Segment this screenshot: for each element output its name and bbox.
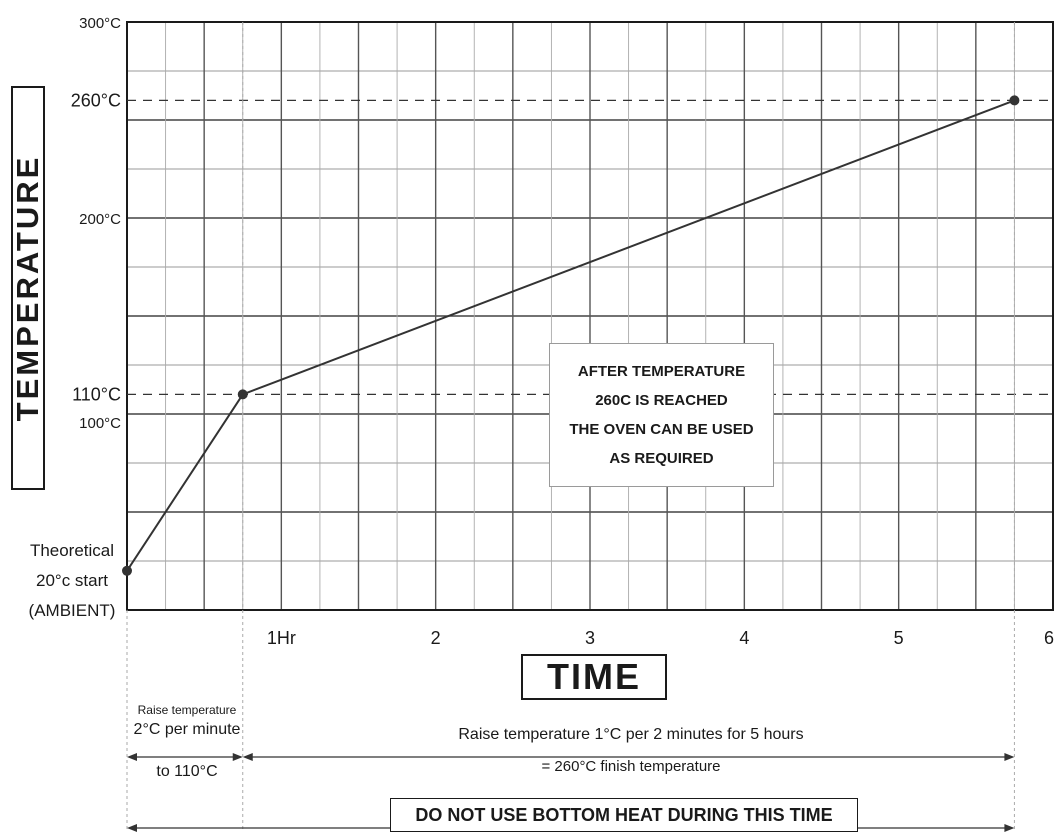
phase2-line: Raise temperature 1°C per 2 minutes for … — [458, 726, 804, 743]
start-label: Theoretical 20°c start (AMBIENT) — [16, 536, 128, 626]
y-axis-label: TEMPERATURE — [10, 154, 45, 422]
phase2-arrow-head — [242, 753, 253, 761]
phase1-line: Raise temperature — [137, 703, 237, 717]
y-tick-label: 260°C — [71, 90, 121, 110]
no-bottom-heat-arrow-head — [127, 824, 137, 832]
phase1-arrow-head — [127, 753, 137, 761]
data-point — [122, 565, 132, 576]
x-tick-label: 1Hr — [267, 628, 296, 648]
data-point — [237, 389, 248, 400]
phase2-line: = 260°C finish temperature — [541, 758, 721, 775]
x-tick-labels: 1Hr 2 3 4 5 6 — [267, 628, 1054, 648]
annotation-line: AFTER TEMPERATURE — [577, 363, 746, 380]
phase2-description: Raise temperature 1°C per 2 minutes for … — [246, 726, 1016, 775]
x-tick-label: 2 — [431, 628, 441, 648]
y-tick-label: 200°C — [79, 211, 121, 228]
reference-lines — [127, 99, 1053, 396]
x-tick-label: 5 — [894, 628, 904, 648]
y-axis-label-box: TEMPERATURE — [10, 86, 45, 490]
y-tick-label: 300°C — [79, 15, 121, 32]
annotation-line: 260C IS REACHED — [595, 392, 728, 409]
start-label-line: 20°c start — [36, 571, 108, 590]
phase2-arrow-head — [1004, 753, 1015, 761]
phase1-arrow-head — [232, 753, 243, 761]
warning-box: DO NOT USE BOTTOM HEAT DURING THIS TIME — [390, 798, 858, 832]
annotation-box: AFTER TEMPERATURE 260C IS REACHED THE OV… — [549, 343, 774, 487]
heating-curve — [122, 95, 1020, 576]
series-line — [126, 99, 1015, 572]
plot-frame — [126, 21, 1054, 611]
phase1-line: 2°C per minute — [133, 721, 241, 738]
phase1-description: Raise temperature 2°C per minute to 110°… — [128, 703, 246, 781]
time-guide-lines — [126, 22, 1015, 830]
y-tick-label: 100°C — [79, 415, 121, 432]
data-point — [1009, 95, 1020, 106]
phase1-line: to 110°C — [156, 763, 218, 780]
x-tick-label: 3 — [585, 628, 595, 648]
annotation-line: THE OVEN CAN BE USED — [569, 421, 754, 438]
y-tick-labels: 300°C 260°C 200°C 110°C 100°C — [71, 15, 121, 432]
y-tick-label: 110°C — [72, 384, 121, 404]
x-axis-label: TIME — [521, 654, 667, 700]
x-tick-label: 4 — [739, 628, 749, 648]
annotation-line: AS REQUIRED — [609, 450, 714, 467]
start-label-line: (AMBIENT) — [28, 601, 116, 620]
chart-grid — [127, 22, 1053, 610]
start-label-line: Theoretical — [29, 541, 115, 560]
no-bottom-heat-arrow-head — [1004, 824, 1015, 832]
x-tick-label: 6 — [1044, 628, 1054, 648]
